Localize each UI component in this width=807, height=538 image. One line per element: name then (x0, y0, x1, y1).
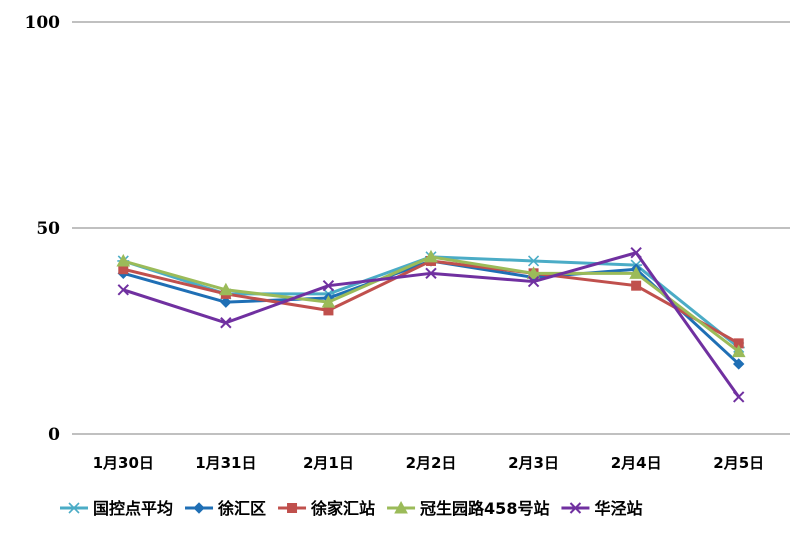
x-tick-label: 1月31日 (195, 454, 256, 472)
legend-marker (193, 502, 205, 514)
data-point (424, 249, 438, 263)
legend-marker (68, 502, 80, 514)
legend-item: 冠生园路458号站 (387, 499, 549, 518)
data-point (425, 267, 437, 280)
data-point (630, 247, 642, 259)
series-1 (117, 251, 745, 354)
data-point (526, 266, 541, 279)
data-point (527, 255, 540, 267)
series-line (122, 255, 740, 353)
legend: 国控点平均 徐汇区 徐家汇站 冠生园路458号站 华泾站 (60, 499, 642, 518)
x-tick-label: 2月5日 (713, 454, 764, 472)
data-point (219, 282, 233, 296)
data-point (220, 317, 232, 329)
x-tick-label: 2月2日 (406, 454, 457, 472)
data-point (321, 295, 336, 308)
series-line (122, 255, 740, 349)
legend-marker (394, 500, 408, 514)
legend-item: 徐家汇站 (278, 499, 375, 518)
x-tick-label: 2月3日 (508, 454, 559, 472)
gridlines (72, 21, 790, 435)
legend-marker (287, 503, 298, 513)
data-point (322, 279, 335, 292)
legend-label: 冠生园路458号站 (420, 499, 549, 518)
data-point (733, 358, 745, 370)
data-point (527, 275, 540, 288)
y-tick-label: 100 (25, 13, 61, 33)
x-tick-label: 2月4日 (611, 454, 662, 472)
data-point (629, 266, 643, 279)
legend-marker (569, 502, 582, 514)
data-point (117, 284, 129, 296)
data-point (733, 391, 745, 403)
x-tick-label: 1月30日 (93, 454, 154, 472)
series-line (122, 259, 740, 366)
series-5 (117, 247, 745, 403)
legend-label: 徐家汇站 (310, 499, 375, 518)
y-tick-label: 0 (48, 425, 60, 445)
x-axis-categories: 1月30日 1月31日 2月1日 2月2日 2月3日 2月4日 2月5日 (93, 454, 765, 472)
data-point (220, 296, 232, 308)
legend-item: 华泾站 (561, 499, 642, 518)
series-4 (116, 249, 746, 358)
legend-label: 徐汇区 (217, 499, 266, 518)
legend-item: 国控点平均 (60, 499, 173, 518)
data-point (631, 280, 642, 291)
y-axis-ticks: 0 50 100 (25, 13, 61, 445)
y-tick-label: 50 (36, 219, 60, 239)
data-point (731, 344, 746, 358)
legend-item: 徐汇区 (185, 499, 266, 518)
data-point (116, 253, 131, 267)
x-tick-label: 2月1日 (303, 454, 354, 472)
legend-label: 国控点平均 (93, 499, 173, 518)
legend-label: 华泾站 (594, 499, 642, 518)
series-lines (116, 247, 746, 403)
